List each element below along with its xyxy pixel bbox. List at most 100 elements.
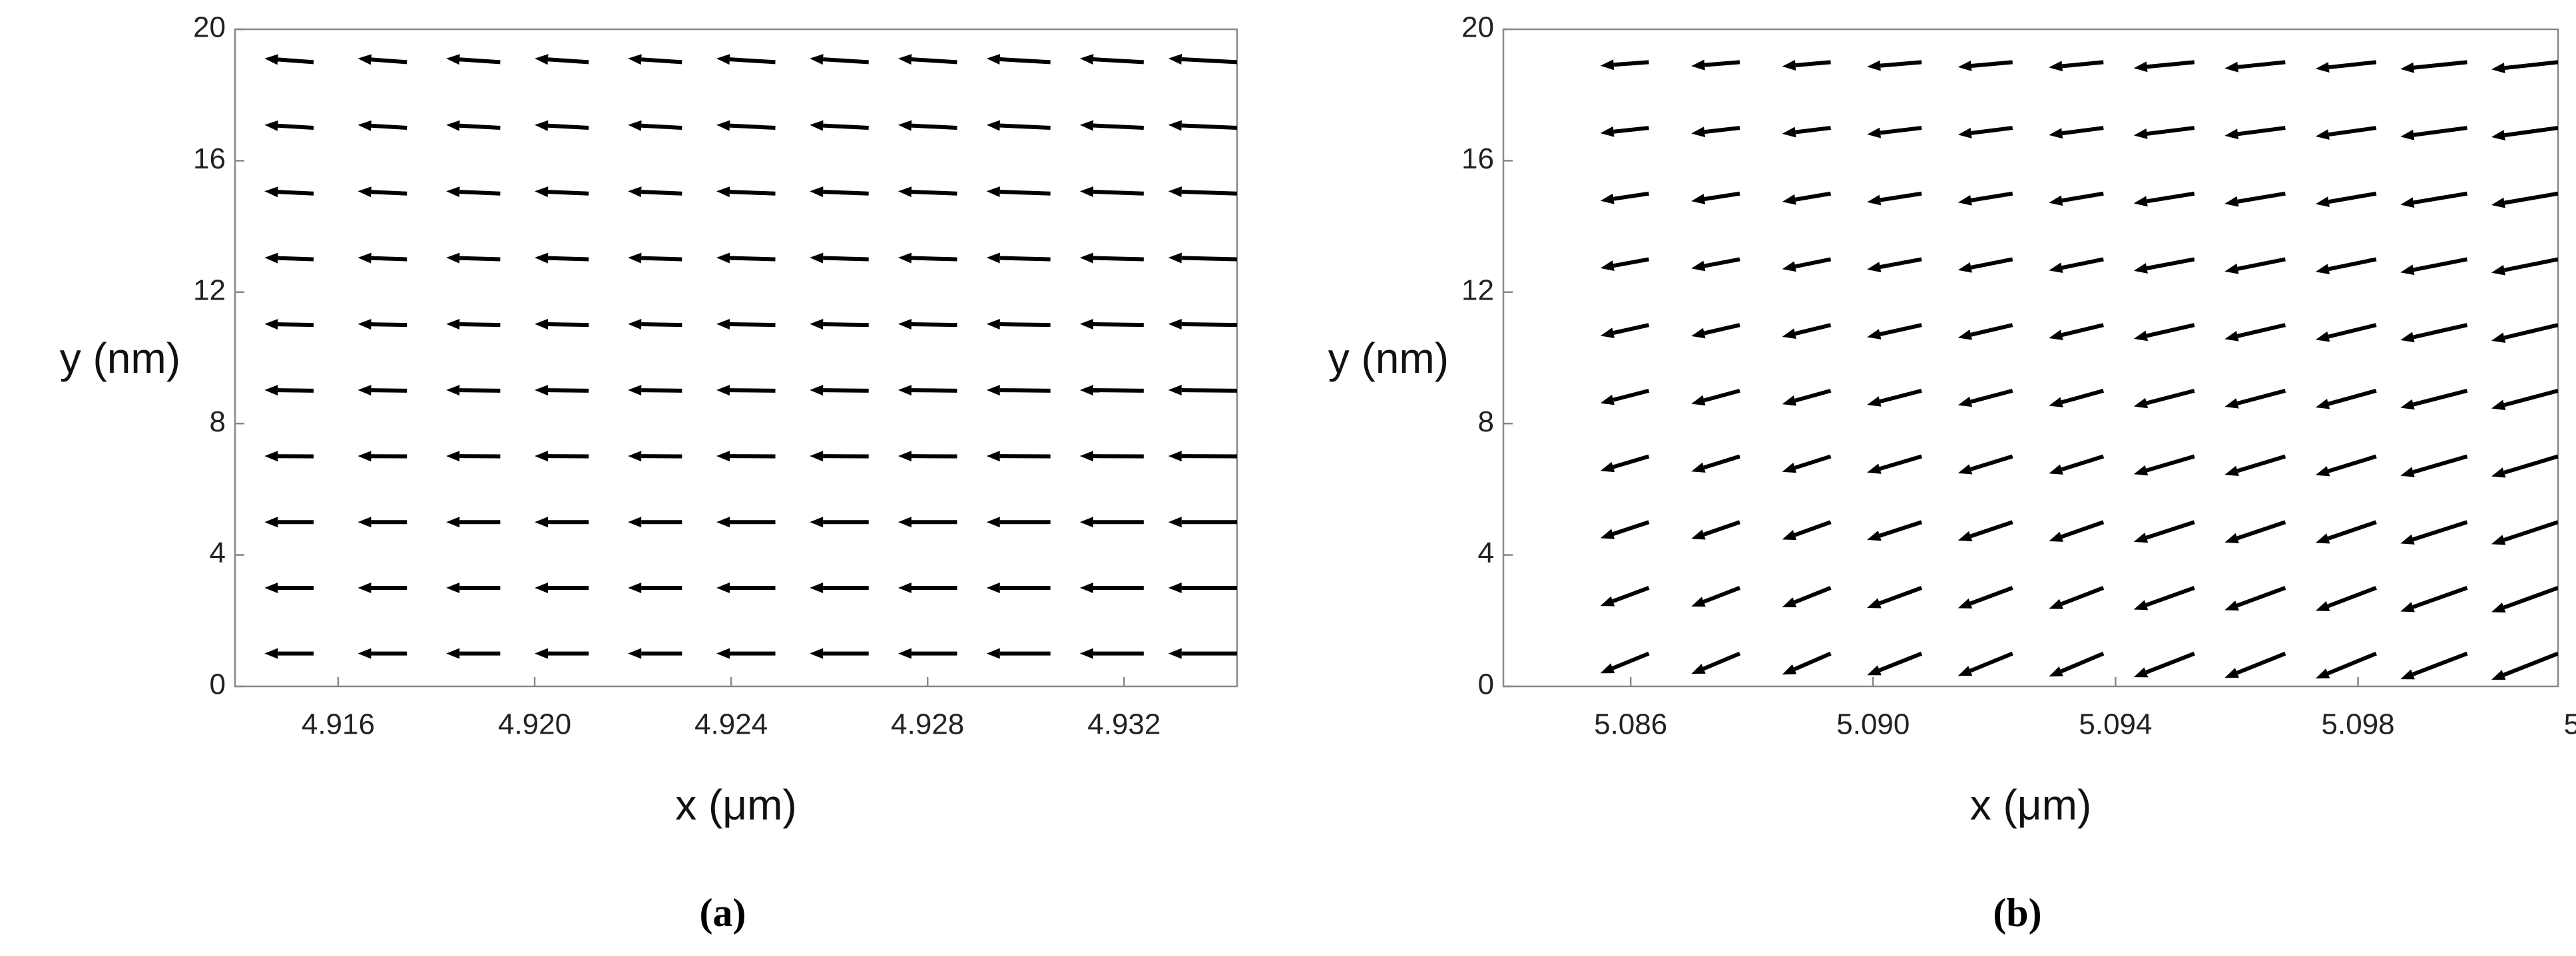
arrow: [2224, 323, 2286, 342]
arrow-head: [1867, 598, 1882, 608]
arrow: [1867, 388, 1922, 407]
arrow-head: [2133, 263, 2148, 274]
y-tick-label: 12: [193, 274, 226, 306]
arrow-head: [1957, 60, 1972, 71]
arrow: [2224, 60, 2286, 73]
arrow: [1691, 651, 1741, 674]
arrow-head: [1691, 664, 1706, 674]
arrow-head: [2315, 331, 2330, 342]
arrow: [1957, 651, 2013, 676]
arrow-shaft: [1879, 454, 1922, 471]
arrow-head: [1957, 194, 1972, 206]
caption: (a): [700, 891, 746, 935]
arrow-shaft: [371, 123, 407, 130]
arrow: [446, 517, 501, 528]
x-tick-label: 4.932: [1087, 708, 1160, 741]
arrow-head: [986, 451, 1000, 462]
arrow-head: [628, 252, 642, 264]
arrow: [1168, 318, 1237, 330]
arrow-head: [358, 451, 372, 462]
arrow-shaft: [2504, 60, 2558, 71]
arrow-head: [2491, 197, 2505, 208]
arrow-shaft: [823, 388, 869, 393]
y-tick-label: 16: [193, 142, 226, 175]
arrow-head: [1079, 385, 1094, 396]
arrow-shaft: [1613, 126, 1649, 134]
x-tick-label: 4.920: [498, 708, 571, 741]
x-tick-label: 5.102: [2564, 708, 2576, 741]
arrow-shaft: [2145, 651, 2195, 674]
arrow-shaft: [371, 190, 407, 196]
arrow: [358, 319, 407, 330]
arrow: [716, 451, 776, 462]
arrow: [2315, 651, 2378, 679]
arrow: [535, 186, 589, 198]
arrow: [1691, 126, 1740, 138]
arrow-shaft: [2236, 388, 2286, 405]
arrow-shaft: [371, 322, 407, 328]
arrow: [358, 186, 407, 198]
arrow-head: [2491, 602, 2506, 613]
arrow-shaft: [1971, 191, 2013, 202]
x-tick-label: 4.928: [891, 708, 964, 741]
arrow: [986, 186, 1051, 198]
arrow-head: [1600, 328, 1615, 338]
arrows: [264, 53, 1237, 659]
arrow: [2491, 520, 2558, 545]
arrow: [2400, 520, 2468, 545]
arrow-shaft: [2237, 191, 2286, 204]
arrow-head: [1600, 596, 1615, 606]
arrow-shaft: [2060, 586, 2105, 606]
arrow-shaft: [547, 256, 589, 262]
arrow-shaft: [1181, 123, 1237, 130]
arrow-shaft: [2146, 323, 2195, 338]
arrow-head: [716, 186, 730, 198]
y-tick-label: 0: [210, 668, 226, 701]
arrow-head: [986, 582, 1000, 593]
arrow: [716, 648, 776, 659]
arrow: [1600, 586, 1650, 606]
arrow-head: [2049, 330, 2063, 340]
arrow-head: [2491, 130, 2505, 141]
arrow: [986, 54, 1051, 65]
arrow-shaft: [1880, 257, 1922, 270]
arrow-head: [1782, 530, 1797, 541]
arrow: [628, 582, 682, 593]
arrow-shaft: [2413, 126, 2467, 137]
arrow: [1957, 60, 2013, 71]
arrow: [535, 252, 589, 264]
arrow-head: [628, 517, 642, 528]
arrow-shaft: [459, 190, 501, 196]
arrow-head: [1867, 396, 1882, 407]
arrow: [264, 252, 314, 264]
arrow-head: [1957, 464, 1973, 475]
arrow-head: [2315, 668, 2330, 679]
arrow-head: [1782, 463, 1797, 473]
arrow-head: [1867, 329, 1882, 340]
arrow-head: [986, 517, 1000, 528]
arrow: [1782, 323, 1832, 339]
arrow-shaft: [2237, 323, 2286, 338]
arrow-head: [1168, 252, 1182, 264]
arrow-shaft: [2413, 191, 2467, 205]
arrow: [1691, 257, 1740, 272]
arrow-shaft: [999, 123, 1051, 130]
arrow-head: [1957, 531, 1973, 542]
arrow-head: [2400, 332, 2415, 343]
arrow-shaft: [999, 256, 1051, 262]
arrow: [810, 385, 869, 396]
arrow-shaft: [2413, 323, 2468, 340]
arrow-head: [358, 648, 372, 659]
arrow-head: [1691, 462, 1706, 473]
arrow-shaft: [641, 123, 682, 130]
arrow-shaft: [2503, 388, 2558, 407]
arrow-head: [446, 582, 460, 593]
arrow-head: [1079, 120, 1094, 131]
arrow-head: [535, 517, 549, 528]
arrow: [986, 582, 1051, 593]
arrow: [2133, 651, 2195, 678]
arrow-head: [535, 451, 549, 462]
arrow: [2400, 323, 2468, 343]
arrow-shaft: [729, 57, 776, 65]
